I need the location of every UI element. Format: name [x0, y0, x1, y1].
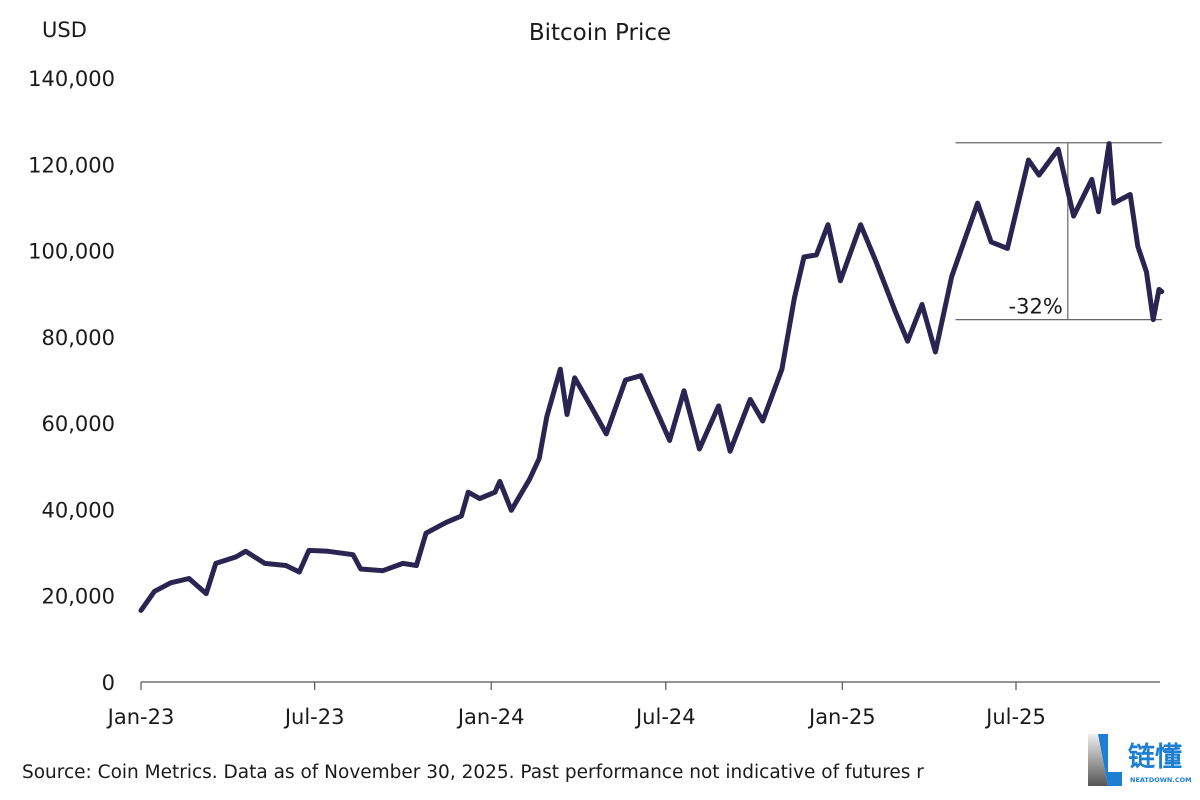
svg-text:链懂: 链懂 — [1128, 741, 1182, 773]
y-tick-label: 40,000 — [42, 498, 115, 522]
y-tick-label: 0 — [102, 671, 115, 695]
y-tick-label: 120,000 — [28, 153, 115, 177]
y-tick-label: 80,000 — [42, 326, 115, 350]
svg-text:NEATDOWN.COM: NEATDOWN.COM — [1130, 776, 1192, 784]
source-note: Source: Coin Metrics. Data as of Novembe… — [22, 762, 924, 783]
y-tick-label: 140,000 — [28, 67, 115, 91]
drawdown-label: -32% — [1009, 295, 1063, 319]
x-tick-label: Jul-24 — [634, 705, 696, 729]
chart-title: Bitcoin Price — [529, 20, 671, 46]
y-tick-label: 20,000 — [42, 585, 115, 609]
y-axis-label: USD — [42, 18, 87, 42]
x-tick-label: Jul-23 — [283, 705, 345, 729]
x-tick-label: Jan-23 — [106, 705, 175, 729]
x-tick-label: Jul-25 — [984, 705, 1046, 729]
neatdown-watermark-logo: 链懂 NEATDOWN.COM — [1088, 730, 1198, 792]
x-tick-label: Jan-24 — [456, 705, 525, 729]
x-tick-label: Jan-25 — [807, 705, 876, 729]
y-tick-label: 100,000 — [28, 240, 115, 264]
price-line — [138, 141, 1165, 613]
y-tick-label: 60,000 — [42, 412, 115, 436]
